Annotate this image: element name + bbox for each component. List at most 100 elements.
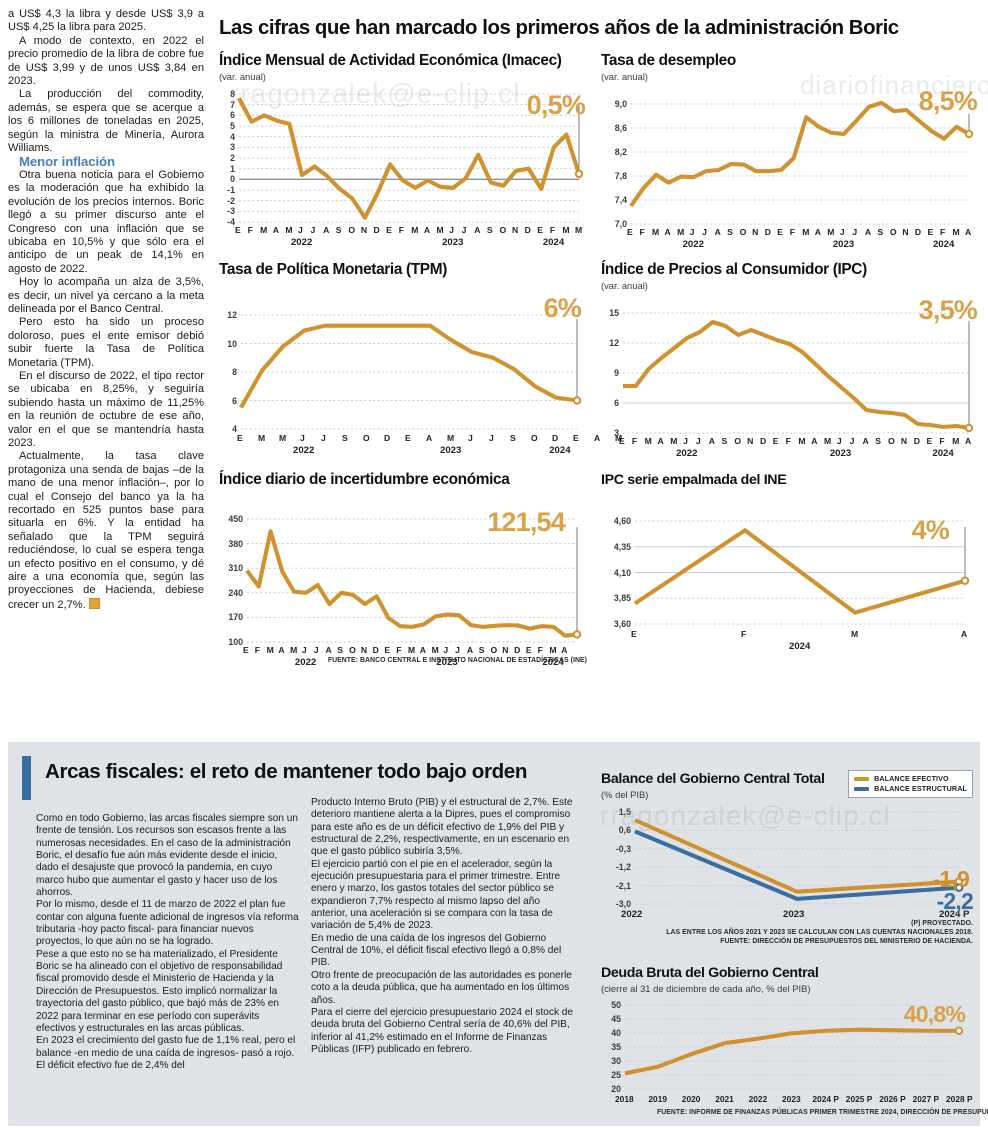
chart-subtitle: (var. anual) xyxy=(601,71,648,82)
x-axis-tick-label: S xyxy=(877,227,884,237)
chart-balance: Balance del Gobierno Central Total (% de… xyxy=(601,770,974,945)
x-axis-tick-label: F xyxy=(631,436,638,446)
chart-subtitle: (var. anual) xyxy=(219,71,266,82)
x-axis-year-label: 2024 xyxy=(932,448,954,459)
chart-title: Tasa de Política Monetaria (TPM) xyxy=(219,261,447,278)
x-axis-tick-label: J xyxy=(852,227,858,237)
x-axis-tick-label: A xyxy=(965,227,972,237)
x-axis-tick-label: A xyxy=(594,433,601,443)
y-axis-tick-label: 380 xyxy=(228,538,243,549)
paragraph: Otro frente de preocupación de las autor… xyxy=(311,969,572,1006)
y-axis-tick-label: 2 xyxy=(230,153,235,163)
x-axis-tick-label: J xyxy=(455,645,461,655)
chart-title: Tasa de desempleo xyxy=(601,52,736,69)
x-axis-tick-label: M xyxy=(266,645,275,655)
x-axis-tick-label: D xyxy=(913,436,921,446)
x-axis-tick-label: N xyxy=(752,227,759,237)
x-axis-tick-label: O xyxy=(889,227,897,237)
fiscal-panel: Arcas fiscales: el reto de mantener todo… xyxy=(8,742,988,1126)
y-axis-tick-label: 310 xyxy=(228,563,243,574)
x-axis-tick-label: A xyxy=(657,436,665,446)
x-axis-tick-label: O xyxy=(888,436,896,446)
x-axis-tick-label: E xyxy=(384,645,391,655)
x-axis-tick-label: E xyxy=(627,227,634,237)
chart-plot-area: 3,5% E F M A M J J A S O N D E F M A M J J A S O N D E F M A 2022 202… xyxy=(601,295,981,465)
ipc-svg xyxy=(623,312,974,434)
x-axis-tick-label: O xyxy=(739,227,747,237)
x-axis-tick-label: M xyxy=(615,433,623,443)
x-axis-tick-label: E xyxy=(537,225,544,235)
x-axis-year-label: 2024 xyxy=(789,641,811,652)
x-axis-tick-label: N xyxy=(900,436,908,446)
legend-swatch-blue xyxy=(854,786,870,791)
section-subheading: Menor inflación xyxy=(19,154,115,170)
x-axis-tick-label: D xyxy=(764,227,772,237)
chart-callout-value: 8,5% xyxy=(918,86,978,116)
x-axis-tick-label: J xyxy=(689,227,695,237)
y-axis-tick-label: 20 xyxy=(611,1084,621,1094)
y-axis-tick-label: 10 xyxy=(227,338,237,349)
x-axis-tick-label: O xyxy=(734,436,742,446)
y-axis-tick-label: 25 xyxy=(611,1070,621,1080)
x-axis-tick-label: E xyxy=(631,629,638,639)
paragraph: Hoy lo acompaña un alza de 3,5%, es deci… xyxy=(8,276,204,315)
x-axis-tick-label: A xyxy=(419,645,427,655)
x-axis-tick-label: D xyxy=(552,433,559,443)
end-mark-icon xyxy=(88,597,100,609)
x-axis-tick-label: M xyxy=(827,227,835,237)
x-axis-tick-label: O xyxy=(363,433,371,443)
x-axis-tick-label: N xyxy=(360,645,368,655)
x-axis-tick-label: F xyxy=(741,629,747,639)
x-axis-tick-label: M xyxy=(670,436,678,446)
y-axis-tick-label: 6 xyxy=(230,110,235,121)
x-axis-tick-label: J xyxy=(300,433,306,443)
y-axis-tick-label: 7,0 xyxy=(614,219,627,229)
x-axis-tick-label: M xyxy=(952,227,961,237)
y-axis-tick-label: -4 xyxy=(227,217,235,227)
x-axis-category-label: 2027 P xyxy=(912,1094,940,1104)
y-axis-tick-label: 45 xyxy=(611,1014,621,1024)
x-axis-tick-label: A xyxy=(811,436,818,446)
chart-title: Índice de Precios al Consumidor (IPC) xyxy=(601,261,867,278)
x-axis-category-label: 2025 P xyxy=(845,1094,873,1104)
incertidumbre-svg xyxy=(245,518,582,643)
x-axis-year-label: 2023 xyxy=(832,239,855,250)
x-axis-tick-label: S xyxy=(875,436,882,446)
y-axis-tick-label: 450 xyxy=(228,514,243,524)
x-axis-tick-label: J xyxy=(683,436,689,446)
x-axis-tick-label: M xyxy=(290,645,298,655)
paragraph: Por lo mismo, desde el 11 de marzo de 20… xyxy=(36,899,299,948)
balance-svg xyxy=(634,811,964,905)
x-axis-tick-label: M xyxy=(644,436,653,446)
x-axis-tick-label: M xyxy=(952,436,960,446)
y-axis-tick-label: 35 xyxy=(611,1042,621,1052)
x-axis-tick-label: A xyxy=(466,645,474,655)
x-axis-tick-label: F xyxy=(639,227,646,237)
y-axis-tick-label: 8 xyxy=(232,367,237,377)
y-axis-tick-label: 7,4 xyxy=(614,195,627,205)
x-axis-category-label: 2023 xyxy=(783,909,805,920)
chart-note-line-3: FUENTE: DIRECCIÓN DE PRESUPUESTOS DEL MI… xyxy=(720,938,973,945)
x-axis-year-label: 2024 xyxy=(549,445,571,456)
chart-imacec: Índice Mensual de Actividad Económica (I… xyxy=(219,52,587,256)
paragraph: Otra buena noticia para el Gobierno es l… xyxy=(8,168,204,275)
chart-legend: BALANCE EFECTIVO BALANCE ESTRUCTURAL xyxy=(848,770,973,798)
chart-plot-area: 2022 2023 2024 P -3,0 -2,1 -1,2 -0,3 0,6 1,5 -1… xyxy=(601,804,974,926)
x-axis-tick-label: F xyxy=(398,225,405,235)
chart-title: Deuda Bruta del Gobierno Central xyxy=(601,965,819,981)
y-axis-tick-label: 4 xyxy=(232,424,237,434)
y-axis-tick-label: 4 xyxy=(230,131,235,142)
paragraph: En medio de una caída de los ingresos de… xyxy=(311,932,562,969)
x-axis-tick-label: A xyxy=(272,225,280,235)
x-axis-year-label: 2023 xyxy=(829,448,852,459)
paragraph: En 2023 el crecimiento del gasto fue de … xyxy=(36,1035,296,1071)
chart-plot-area: 4% E F M A 2024 3,60 3,85 4,10 4,35 4,60 xyxy=(601,503,981,658)
x-axis-tick-label: S xyxy=(727,227,734,237)
x-axis-tick-label: S xyxy=(721,436,728,446)
x-axis-tick-label: D xyxy=(759,436,767,446)
x-axis-category-label: 2023 xyxy=(782,1094,801,1104)
imacec-svg xyxy=(237,93,584,223)
paragraph: a US$ 4,3 la libra y desde US$ 3,9 a US$… xyxy=(8,8,204,34)
y-axis-tick-label: 240 xyxy=(228,587,243,598)
